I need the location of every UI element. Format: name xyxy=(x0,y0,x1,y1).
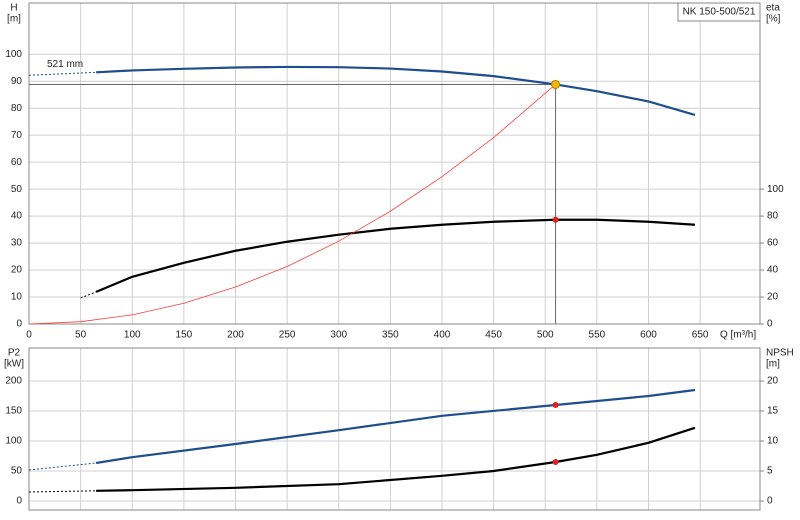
series-line xyxy=(28,71,97,76)
y2-axis-label: NPSH xyxy=(766,348,794,359)
y-tick-label: 20 xyxy=(11,265,23,276)
operating-point xyxy=(552,459,559,465)
x-tick-label: 350 xyxy=(382,330,399,341)
x-tick-label: 0 xyxy=(26,330,32,341)
x-tick-label: 650 xyxy=(692,330,709,341)
y-tick-label: 100 xyxy=(5,436,22,447)
y-tick-label: 80 xyxy=(11,103,23,114)
y2-axis-label: [%] xyxy=(766,14,781,25)
series-line xyxy=(96,65,696,117)
y2-tick-label: 10 xyxy=(767,436,779,447)
x-tick-label: 200 xyxy=(227,330,244,341)
x-axis-label: Q [m³/h] xyxy=(720,330,756,341)
title-box xyxy=(677,2,761,22)
y-tick-label: 150 xyxy=(5,406,22,417)
y-tick-label: 60 xyxy=(11,157,23,168)
x-tick-label: 50 xyxy=(75,330,87,341)
y2-axis-label: eta xyxy=(766,3,780,14)
y2-tick-label: 60 xyxy=(767,238,779,249)
x-tick-label: 150 xyxy=(176,330,193,341)
y-tick-label: 70 xyxy=(11,130,23,141)
chart-title: NK 150-500/521 xyxy=(683,7,756,18)
x-tick-label: 100 xyxy=(124,330,141,341)
series-line xyxy=(95,218,696,293)
y-tick-label: 50 xyxy=(11,466,23,477)
series-line xyxy=(95,388,696,465)
series-line xyxy=(80,291,97,299)
series-line xyxy=(28,462,97,471)
series-line xyxy=(28,84,556,325)
y-tick-label: 50 xyxy=(11,184,23,195)
operating-point xyxy=(552,216,559,223)
plot-frame xyxy=(28,347,761,511)
series-line xyxy=(28,490,97,493)
y2-tick-label: 20 xyxy=(767,292,779,303)
y-tick-label: 0 xyxy=(16,319,22,330)
y-tick-label: 10 xyxy=(11,292,23,303)
y2-tick-label: 5 xyxy=(767,466,773,477)
y-tick-label: 100 xyxy=(5,49,22,60)
y2-tick-label: 0 xyxy=(767,319,773,330)
x-tick-label: 450 xyxy=(485,330,502,341)
y2-tick-label: 15 xyxy=(767,406,779,417)
y2-tick-label: 40 xyxy=(767,265,779,276)
y-axis-label: [kW] xyxy=(4,359,24,370)
y2-tick-label: 20 xyxy=(767,376,779,387)
y2-tick-label: 100 xyxy=(767,184,784,195)
y-axis-label: H xyxy=(10,3,17,14)
y2-axis-label: [m] xyxy=(766,359,780,370)
x-tick-label: 400 xyxy=(434,330,451,341)
annotation: 521 mm xyxy=(47,59,83,70)
x-tick-label: 550 xyxy=(589,330,606,341)
y-axis-label: P2 xyxy=(8,348,21,359)
operating-point xyxy=(551,79,561,89)
y-axis-label: [m] xyxy=(7,14,21,25)
y-tick-label: 90 xyxy=(11,76,23,87)
y2-tick-label: 0 xyxy=(767,496,773,507)
operating-point xyxy=(552,402,559,408)
x-tick-label: 600 xyxy=(640,330,657,341)
y-tick-label: 0 xyxy=(16,496,22,507)
x-tick-label: 500 xyxy=(537,330,554,341)
x-tick-label: 250 xyxy=(279,330,296,341)
series-line xyxy=(96,426,696,492)
y-tick-label: 40 xyxy=(11,211,23,222)
plot-frame xyxy=(28,2,761,325)
y2-tick-label: 80 xyxy=(767,211,779,222)
y-tick-label: 30 xyxy=(11,238,23,249)
y-tick-label: 200 xyxy=(5,376,22,387)
x-tick-label: 300 xyxy=(330,330,347,341)
